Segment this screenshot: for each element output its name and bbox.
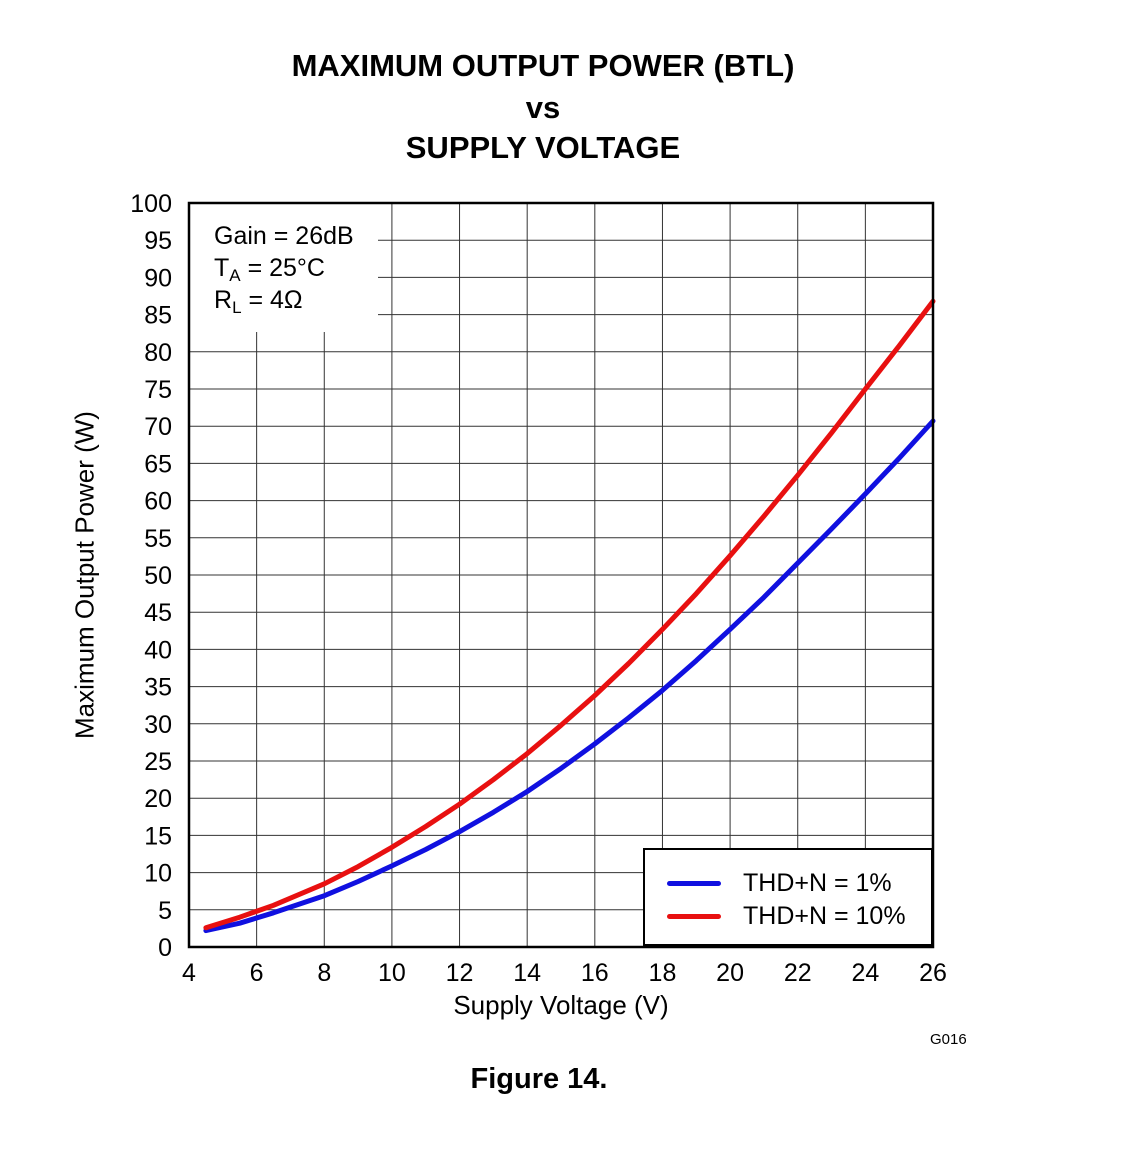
legend-item-1pct: THD+N = 1% <box>667 868 892 898</box>
y-tick-label: 25 <box>144 748 172 776</box>
y-tick-label: 100 <box>130 190 172 218</box>
x-tick-label: 18 <box>649 959 677 987</box>
x-tick-label: 14 <box>513 959 541 987</box>
legend: THD+N = 1% THD+N = 10% <box>643 848 933 946</box>
y-tick-label: 55 <box>144 525 172 553</box>
y-tick-label: 15 <box>144 822 172 850</box>
legend-item-10pct: THD+N = 10% <box>667 901 906 931</box>
y-tick-labels: 0 5 10 15 20 25 30 35 40 45 50 55 60 65 70 75 80 85 90 95 10… <box>130 190 172 962</box>
x-tick-label: 4 <box>182 959 196 987</box>
figure-caption: Figure 14. <box>470 1063 608 1095</box>
load-condition: RL = 4Ω <box>214 286 303 317</box>
temperature-condition: TA = 25°C <box>214 254 325 285</box>
legend-swatch-10pct <box>667 913 721 919</box>
y-tick-label: 20 <box>144 785 172 813</box>
y-tick-label: 30 <box>144 711 172 739</box>
y-tick-label: 5 <box>158 897 172 925</box>
y-tick-label: 35 <box>144 674 172 702</box>
y-tick-label: 10 <box>144 860 172 888</box>
y-tick-label: 70 <box>144 413 172 441</box>
x-axis-label: Supply Voltage (V) <box>453 990 669 1020</box>
chart-title-line2: vs <box>525 90 561 125</box>
y-tick-label: 90 <box>144 264 172 292</box>
series-line-2 <box>203 298 936 931</box>
y-tick-label: 45 <box>144 599 172 627</box>
y-tick-label: 85 <box>144 302 172 330</box>
x-tick-label: 24 <box>851 959 879 987</box>
y-tick-label: 40 <box>144 636 172 664</box>
x-tick-label: 22 <box>784 959 812 987</box>
x-tick-labels: 4 6 8 10 12 14 16 18 20 22 24 26 <box>182 959 947 987</box>
x-tick-label: 26 <box>919 959 947 987</box>
gain-condition: Gain = 26dB <box>214 222 354 250</box>
figure-code: G016 <box>930 1031 967 1048</box>
x-tick-label: 16 <box>581 959 609 987</box>
legend-label-1pct: THD+N = 1% <box>743 868 892 897</box>
legend-swatch-1pct <box>667 880 721 886</box>
y-tick-label: 75 <box>144 376 172 404</box>
y-tick-label: 0 <box>158 934 172 962</box>
series-line-1 <box>203 418 936 934</box>
y-tick-label: 50 <box>144 562 172 590</box>
y-tick-label: 80 <box>144 339 172 367</box>
chart-title-line1: MAXIMUM OUTPUT POWER (BTL) <box>291 48 795 83</box>
legend-label-10pct: THD+N = 10% <box>743 901 906 930</box>
plot-frame <box>187 201 935 949</box>
chart-title-line3: SUPPLY VOLTAGE <box>405 130 681 165</box>
x-tick-label: 8 <box>317 959 331 987</box>
y-tick-label: 95 <box>144 227 172 255</box>
x-tick-label: 20 <box>716 959 744 987</box>
y-tick-label: 60 <box>144 488 172 516</box>
y-tick-label: 65 <box>144 450 172 478</box>
series-lines <box>203 298 936 934</box>
x-tick-label: 6 <box>250 959 264 987</box>
x-tick-label: 12 <box>446 959 474 987</box>
x-tick-label: 10 <box>378 959 406 987</box>
